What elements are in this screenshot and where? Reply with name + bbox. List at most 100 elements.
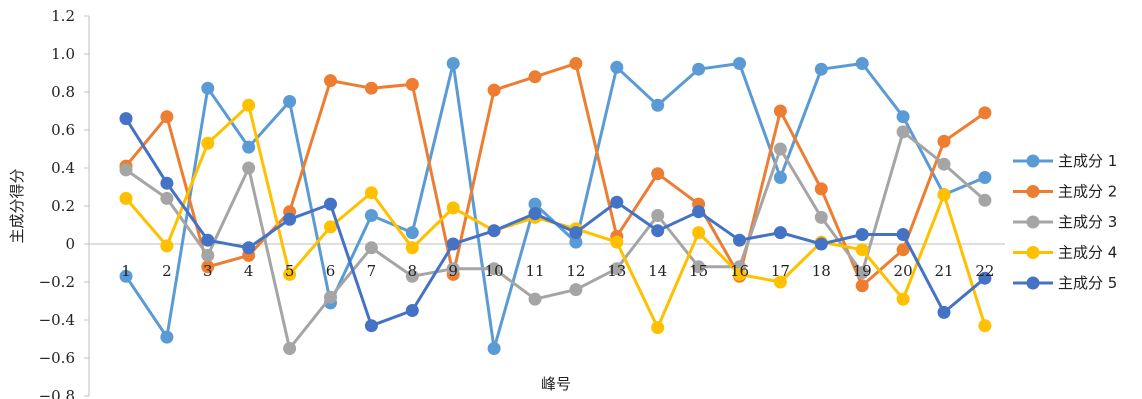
x-tick-label: 13	[607, 262, 626, 280]
series-3-point	[814, 210, 828, 224]
chart-axes: 1.2 1.0 0.8 0.6 0.4 0.2 0 −0.2 −0.4 −0.6 −0.8 主成分得分…	[8, 7, 1005, 399]
series-3-point	[487, 262, 501, 276]
series-3-point	[855, 266, 869, 279]
series-5-point	[937, 305, 951, 319]
x-tick-label: 14	[648, 262, 667, 280]
series-2-point	[160, 110, 174, 124]
series-3-point	[283, 342, 297, 355]
x-tick-label: 18	[812, 262, 831, 280]
series-1-point	[651, 98, 665, 112]
x-tick-label: 1	[121, 262, 131, 280]
series-3-point	[160, 191, 174, 205]
series-5-point	[201, 233, 215, 247]
series-4-point	[283, 267, 297, 281]
series-4-point	[692, 226, 706, 240]
series-4-point	[773, 275, 787, 289]
legend-marker-5	[1026, 276, 1040, 290]
series-2-point	[364, 81, 378, 95]
x-tick-label: 2	[162, 262, 172, 280]
series-2-point	[201, 260, 215, 274]
y-tick-label: 0.2	[51, 197, 75, 215]
series-4-point	[937, 188, 951, 202]
series-5-point	[283, 212, 297, 226]
series-1-point	[692, 62, 706, 76]
series-1-point	[896, 110, 910, 124]
series-2-point	[773, 104, 787, 118]
y-tick-label: 0.4	[51, 159, 75, 177]
y-tick-label: −0.8	[39, 387, 75, 399]
x-tick-label: 3	[203, 262, 213, 280]
legend-marker-1	[1026, 154, 1040, 168]
y-tick-label: 0.8	[51, 83, 75, 101]
series-3-point	[773, 142, 787, 156]
series-5-point	[487, 224, 501, 238]
y-tick-label: 1.0	[51, 45, 75, 63]
series-3-point	[364, 241, 378, 255]
legend-label-4: 主成分 4	[1058, 244, 1117, 262]
y-tick-label: 0.6	[51, 121, 75, 139]
series-2-point	[487, 83, 501, 97]
series-1-point	[569, 235, 583, 249]
series-1-point	[855, 57, 869, 70]
y-tick-label: −0.4	[39, 311, 75, 329]
series-3-point	[446, 262, 460, 276]
series-2-point	[937, 134, 951, 148]
series-line-5	[124, 117, 987, 328]
series-5-point	[814, 237, 828, 251]
series-5-point	[160, 176, 174, 190]
series-5-point	[896, 228, 910, 241]
series-3-point	[242, 161, 256, 175]
series-1-point	[405, 226, 419, 240]
series-1-point	[160, 330, 174, 344]
series-4-point	[405, 241, 419, 255]
series-5-point	[364, 319, 378, 333]
series-line-2	[124, 62, 987, 288]
x-tick-label: 10	[485, 262, 504, 280]
series-5-point	[242, 241, 256, 255]
series-5-point	[978, 271, 992, 285]
series-3-point	[896, 125, 910, 139]
y-axis-title: 主成分得分	[8, 168, 26, 243]
series-4-point	[896, 292, 910, 306]
series-4-point	[242, 98, 256, 112]
x-tick-label: 12	[566, 262, 585, 280]
series-2-point	[324, 74, 337, 88]
series-5-point	[773, 226, 787, 240]
series-2-point	[405, 77, 419, 91]
x-tick-label: 20	[894, 262, 913, 280]
series-1-point	[610, 60, 624, 74]
series-4-point	[855, 243, 869, 257]
series-4-point	[978, 319, 992, 333]
legend-label-1: 主成分 1	[1058, 152, 1117, 170]
series-5-point	[446, 237, 460, 251]
series-3-point	[119, 163, 133, 177]
series-1-point	[528, 197, 542, 211]
series-3-point	[528, 292, 542, 306]
series-1-point	[814, 62, 828, 76]
chart-labels-layer: 1 2 3 4 5 6 7 8 9 10 11 12 13 14 15 16 17 18 19 20 21 22	[121, 262, 994, 280]
series-4-point	[324, 220, 337, 234]
series-3-point	[569, 283, 583, 297]
series-3-point	[324, 290, 337, 304]
series-1-point	[364, 209, 378, 222]
series-1-point	[978, 171, 992, 184]
series-2-point	[651, 167, 665, 181]
x-tick-label: 16	[730, 262, 749, 280]
series-1-point	[446, 57, 460, 70]
x-tick-label: 6	[326, 262, 336, 280]
x-tick-label: 19	[853, 262, 872, 280]
series-2-point	[896, 243, 910, 257]
x-tick-label: 21	[934, 262, 953, 280]
x-axis-title: 峰号	[541, 375, 571, 393]
series-2-point	[978, 106, 992, 120]
series-4-point	[201, 136, 215, 150]
series-4-point	[446, 201, 460, 215]
legend-label-5: 主成分 5	[1058, 274, 1117, 292]
legend-marker-2	[1026, 185, 1040, 198]
series-3-point	[937, 157, 951, 171]
series-3-point	[651, 209, 665, 222]
series-1-point	[733, 57, 746, 70]
x-tick-label: 22	[975, 262, 994, 280]
series-2-point	[569, 57, 583, 70]
